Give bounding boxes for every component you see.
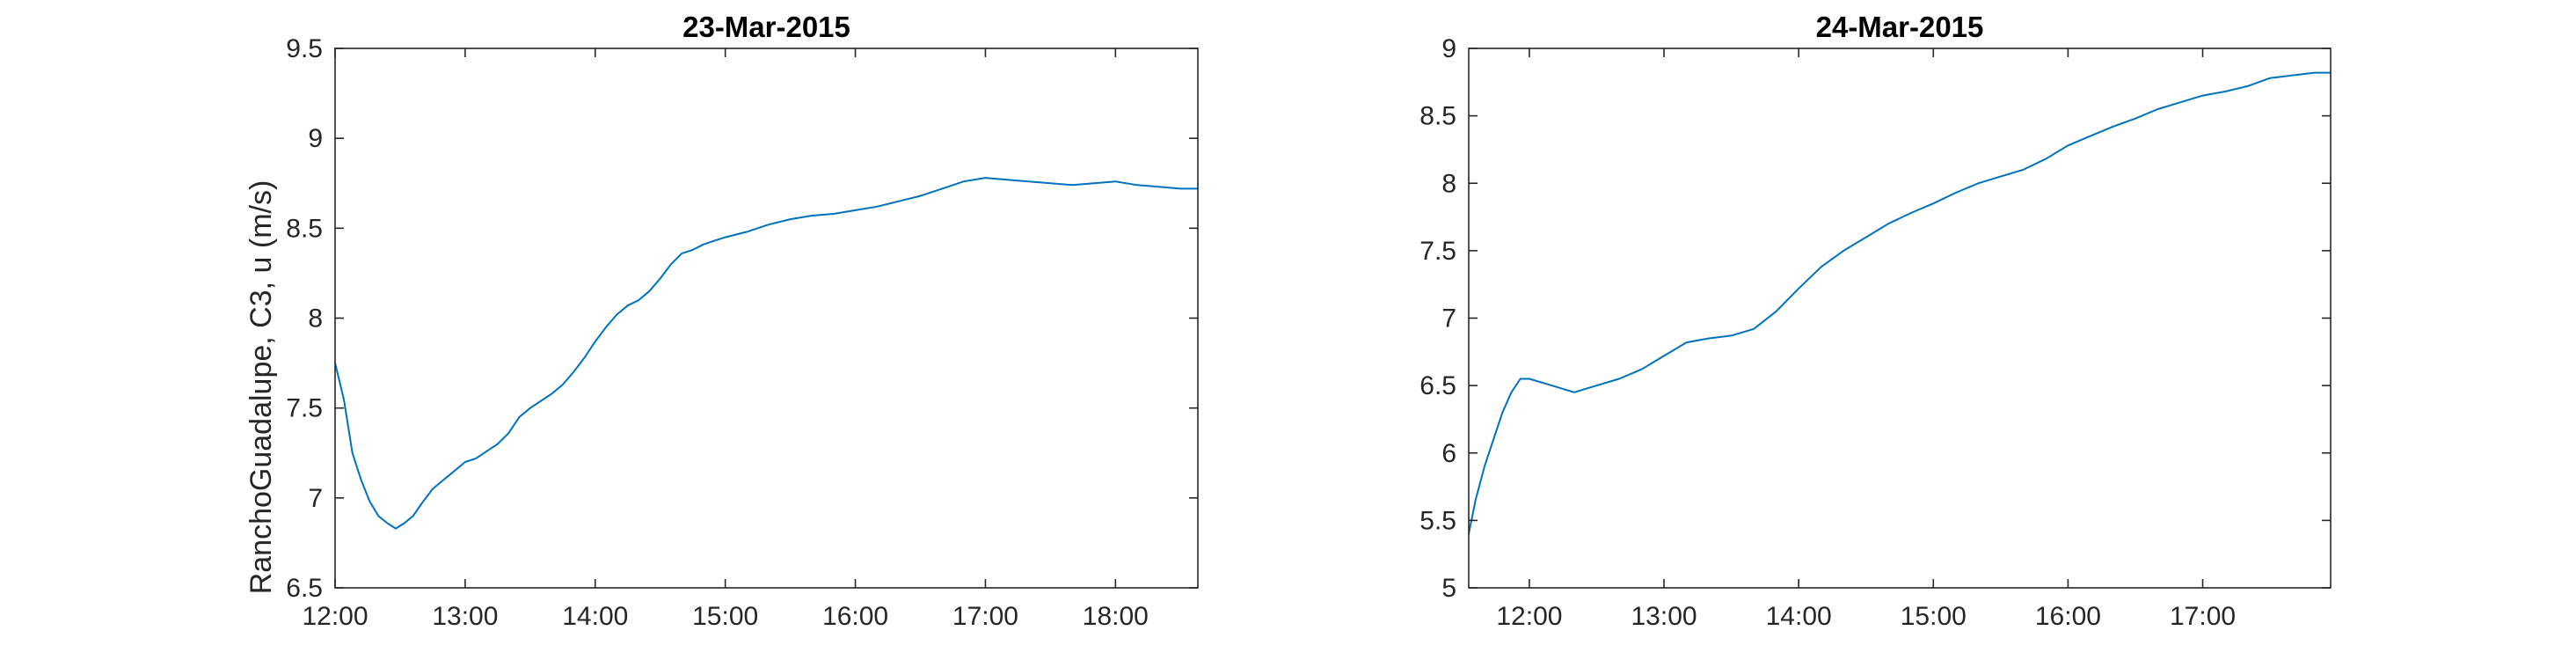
y-tick-label: 7.5: [286, 394, 323, 423]
x-tick-label: 12:00: [302, 602, 368, 631]
y-tick-label: 6.5: [1419, 371, 1456, 400]
x-tick-label: 15:00: [692, 602, 758, 631]
y-tick-label: 8.5: [1419, 102, 1456, 131]
plot-frame: [334, 48, 1199, 589]
y-tick-label: 6.5: [286, 574, 323, 603]
y-tick-label: 8.5: [286, 214, 323, 243]
x-tick-label: 16:00: [2035, 602, 2101, 631]
y-tick-label: 8: [1441, 169, 1456, 198]
y-tick-label: 7: [308, 484, 323, 513]
x-tick-label: 12:00: [1496, 602, 1562, 631]
y-tick-label: 5: [1441, 574, 1456, 603]
series-line: [334, 177, 1198, 530]
x-tick-label: 14:00: [1766, 602, 1832, 631]
y-tick-label: 7.5: [1419, 237, 1456, 266]
chart-title: 24-Mar-2015: [1816, 11, 1984, 43]
series-line: [1468, 71, 2331, 534]
y-tick-label: 7: [1441, 304, 1456, 334]
x-tick-label: 14:00: [562, 602, 628, 631]
x-tick-label: 13:00: [1631, 602, 1697, 631]
plot-frame: [1468, 48, 2332, 589]
y-tick-label: 5.5: [1419, 506, 1456, 535]
x-tick-label: 15:00: [1901, 602, 1967, 631]
x-tick-label: 17:00: [952, 602, 1018, 631]
x-tick-label: 17:00: [2170, 602, 2236, 631]
chart-panel-23-mar: 12:00 13:00 14:00 15:00 16:00 17:00 18:00 6.5 7 7…: [286, 11, 1199, 631]
y-tick-label: 9: [1441, 34, 1456, 63]
chart-title: 23-Mar-2015: [682, 11, 850, 43]
y-tick-label: 6: [1441, 439, 1456, 468]
y-axis-label: RanchoGuadalupe, C3, u (m/s): [244, 180, 278, 595]
y-tick-label: 9.5: [286, 34, 323, 63]
y-tick-label: 8: [308, 304, 323, 334]
y-tick-label: 9: [308, 124, 323, 153]
x-tick-label: 18:00: [1083, 602, 1149, 631]
chart-panel-24-mar: 12:00 13:00 14:00 15:00 16:00 17:00 5 5.5 6 6.5 7 7…: [1419, 11, 2332, 631]
x-tick-label: 16:00: [822, 602, 888, 631]
x-tick-label: 13:00: [432, 602, 498, 631]
